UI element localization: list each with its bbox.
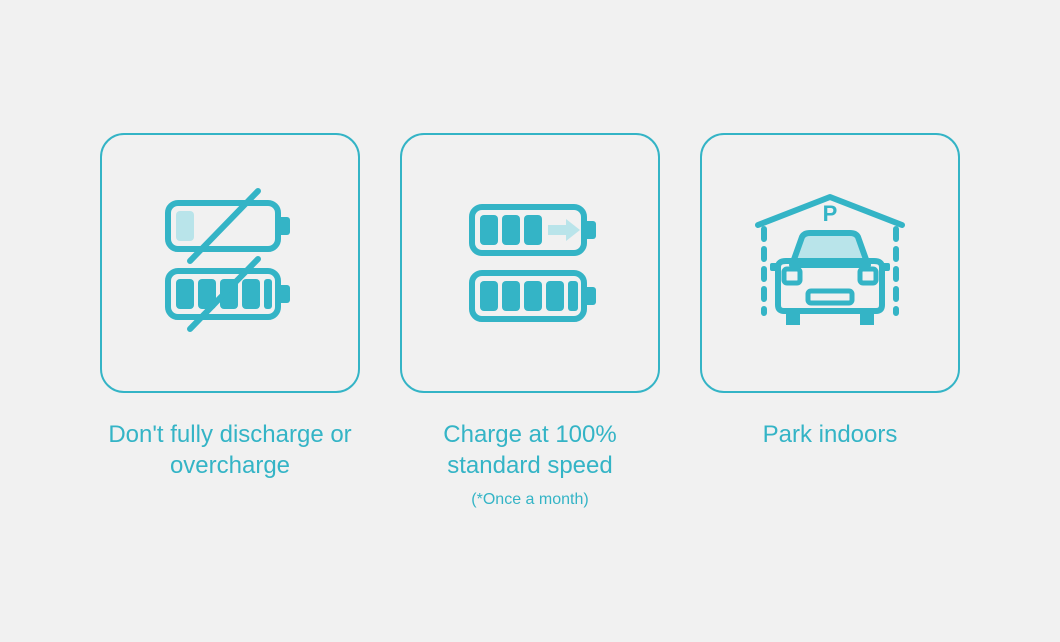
tip-tile-park: P [700,133,960,509]
tip-card-charge100 [400,133,660,393]
tip-card-park: P [700,133,960,393]
tip-card-discharge [100,133,360,393]
tip-caption: Charge at 100% standard speed [400,419,660,481]
tip-tile-charge100: Charge at 100% standard speed (*Once a m… [400,133,660,509]
tip-tile-discharge: Don't fully discharge or overcharge [100,133,360,509]
car-garage-icon: P [730,163,930,363]
tip-caption: Don't fully discharge or overcharge [100,419,360,481]
tips-row: Don't fully discharge or overcharge [100,133,960,509]
battery-charge-standard-icon [430,163,630,363]
tip-caption: Park indoors [763,419,898,450]
tip-subcaption: (*Once a month) [471,491,588,509]
svg-text:P: P [823,201,838,226]
battery-discharge-overcharge-icon [130,163,330,363]
